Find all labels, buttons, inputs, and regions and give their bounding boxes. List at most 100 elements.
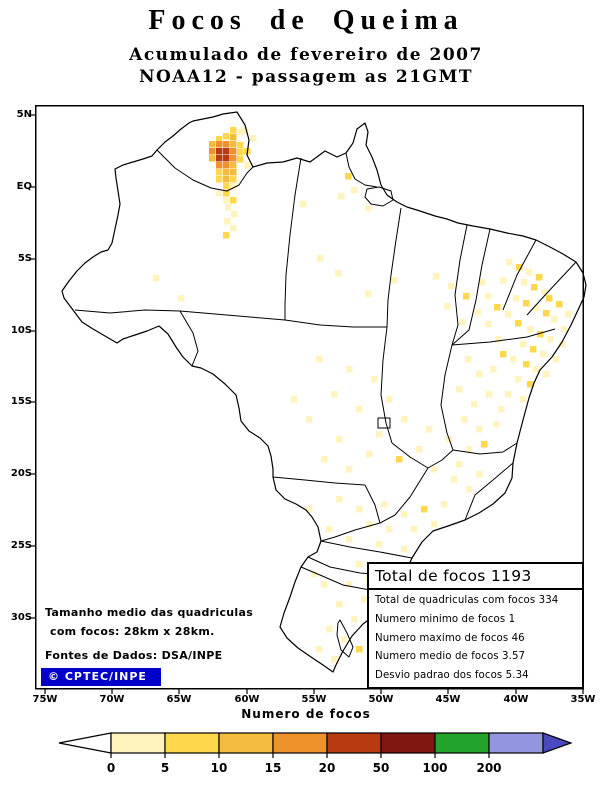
- fire-cell: [448, 283, 455, 290]
- lat-tick-label: 15S: [10, 396, 32, 407]
- fire-cell: [531, 284, 538, 291]
- fire-cell: [346, 366, 353, 373]
- fire-cell: [216, 141, 223, 148]
- colorbar-tick-label: 5: [161, 761, 169, 775]
- colorbar-segment: [272, 732, 328, 754]
- fire-cell: [291, 396, 298, 403]
- fire-cell: [433, 273, 440, 280]
- fire-cell: [561, 326, 568, 333]
- colorbar-tick-label: 10: [211, 761, 228, 775]
- fire-cell: [505, 391, 512, 398]
- stats-title: Total de focos 1193: [375, 567, 532, 585]
- fire-cell: [537, 331, 544, 338]
- fire-cell: [493, 421, 500, 428]
- fire-cell: [521, 279, 528, 286]
- colorbar-segment: [380, 732, 436, 754]
- fire-cell: [515, 320, 522, 327]
- fire-cell: [335, 270, 342, 277]
- fire-cell: [365, 291, 372, 298]
- fire-cell: [223, 176, 230, 183]
- lon-tick-label: 60W: [234, 694, 260, 705]
- fire-cell: [230, 162, 237, 169]
- fire-cell: [230, 141, 237, 148]
- fire-cell: [237, 149, 244, 156]
- stats-row: Total de quadriculas com focos 334: [375, 595, 559, 606]
- fire-cell: [223, 183, 230, 190]
- fire-cell: [456, 386, 463, 393]
- state-borders: [74, 149, 577, 658]
- subtitle-satellite: NOAA12 - passagem as 21GMT: [138, 67, 474, 87]
- fire-cell: [376, 541, 383, 548]
- fire-cell: [459, 319, 466, 326]
- fire-cell: [527, 381, 534, 388]
- fire-cell: [316, 356, 323, 363]
- fire-cell: [401, 416, 408, 423]
- fire-cell: [336, 496, 343, 503]
- colorbar-segment: [218, 732, 274, 754]
- fire-cell: [345, 173, 352, 180]
- fire-cell: [506, 259, 513, 266]
- fire-cell: [547, 336, 554, 343]
- stats-box: Total de focos 1193 Total de quadriculas…: [367, 562, 584, 689]
- fire-cell: [485, 321, 492, 328]
- brazil-landmass: [62, 112, 586, 672]
- fire-cell: [465, 356, 472, 363]
- fire-cell: [494, 304, 501, 311]
- fire-cell: [540, 351, 547, 358]
- lon-tick-label: 35W: [570, 694, 596, 705]
- fire-cell: [476, 371, 483, 378]
- fire-cell: [476, 426, 483, 433]
- page-title: Focos de Queima: [148, 5, 464, 36]
- fire-cell: [476, 471, 483, 478]
- colorbar-segment: [110, 732, 166, 754]
- fire-cell: [533, 366, 540, 373]
- fire-cell: [500, 351, 507, 358]
- colorbar: 0 5 10 15 20 50 100 200: [58, 732, 573, 775]
- brazil-border: [61, 111, 587, 673]
- fire-cell: [541, 289, 548, 296]
- fire-cell: [306, 506, 313, 513]
- fire-cell: [523, 361, 530, 368]
- stats-row: Numero maximo de focos 46: [375, 632, 525, 644]
- fire-cell: [553, 356, 560, 363]
- fire-cell: [216, 162, 223, 169]
- lon-tick-label: 55W: [301, 694, 327, 705]
- fire-cell: [516, 264, 523, 271]
- fire-cell: [391, 277, 398, 284]
- data-source-note: Fontes de Dados: DSA/INPE: [45, 649, 223, 662]
- fire-cell: [527, 326, 534, 333]
- fire-cell: [331, 391, 338, 398]
- stats-row: Numero medio de focos 3.57: [375, 651, 526, 663]
- fire-cell: [366, 521, 373, 528]
- fire-cell: [533, 305, 540, 312]
- fire-cell: [451, 476, 458, 483]
- fire-cell: [530, 346, 537, 353]
- fire-cell: [505, 311, 512, 318]
- map-frame: [35, 105, 584, 690]
- fire-cell: [500, 277, 507, 284]
- fire-cell: [230, 169, 237, 176]
- lat-tick-label: 20S: [10, 468, 32, 479]
- fire-cell: [386, 396, 393, 403]
- stats-rows: Total de quadriculas com focos 334 Numero…: [375, 592, 576, 686]
- fire-cell: [341, 636, 348, 643]
- fire-cell: [523, 300, 530, 307]
- fire-cell: [311, 571, 318, 578]
- fire-cell: [401, 546, 408, 553]
- fire-cell: [230, 134, 237, 141]
- fire-cell: [520, 341, 527, 348]
- fire-cell: [216, 190, 223, 197]
- brazil-map: [30, 105, 587, 694]
- fire-cell: [565, 311, 572, 318]
- fire-cell: [223, 232, 230, 239]
- fire-cell: [216, 169, 223, 176]
- fire-cell: [466, 446, 473, 453]
- lat-tick-label: 5N: [16, 109, 32, 120]
- fire-cell: [317, 255, 324, 262]
- fire-cell: [230, 148, 237, 155]
- lon-tick-label: 70W: [99, 694, 125, 705]
- fire-cell: [244, 162, 251, 169]
- colorbar-tick-label: 200: [476, 761, 501, 775]
- fire-cell: [366, 451, 373, 458]
- colorbar-segment: [434, 732, 490, 754]
